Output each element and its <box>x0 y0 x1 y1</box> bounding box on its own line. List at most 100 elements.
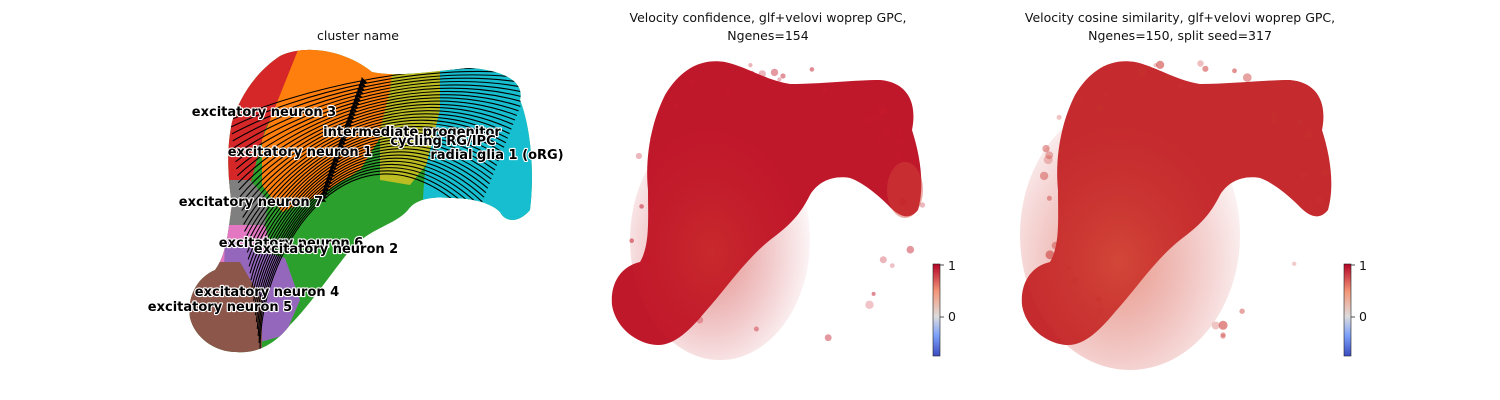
streamline <box>253 154 487 309</box>
cosine-edge-cells <box>1039 60 1329 339</box>
cell-point <box>1096 105 1104 112</box>
cell-point <box>1321 168 1329 177</box>
confidence-lighter-shading <box>630 120 810 360</box>
streamline-arrow <box>335 148 343 155</box>
streamline <box>256 164 481 330</box>
colorbar-confidence-gradient <box>932 263 941 357</box>
label-excitatory-neuron-5: excitatory neuron 5 <box>148 300 292 315</box>
cell-point <box>906 245 915 254</box>
colorbar-cosine-gradient <box>1343 263 1352 357</box>
cell-point <box>1300 170 1308 179</box>
streamline <box>253 151 489 302</box>
cell-point <box>1239 308 1245 314</box>
streamline-arrow <box>351 102 359 109</box>
label-excitatory-neuron-1: excitatory neuron 1 <box>228 145 372 160</box>
cell-point <box>871 291 876 296</box>
streamline-arrow <box>359 80 367 87</box>
cell-point <box>824 334 832 342</box>
streamline <box>230 70 532 128</box>
streamline <box>235 87 525 163</box>
cell-point <box>1056 114 1062 120</box>
cell-point <box>1232 68 1237 74</box>
streamline-arrow <box>341 130 349 137</box>
streamline-arrow <box>360 77 368 83</box>
streamline <box>234 84 527 156</box>
streamline-arrow <box>345 120 353 127</box>
streamline <box>239 103 516 198</box>
streamline-arrow <box>334 152 342 159</box>
panel-cosine-similarity-title-line1: Velocity cosine similarity, glf+velovi w… <box>1025 10 1335 25</box>
label-excitatory-neuron-7: excitatory neuron 7 <box>179 195 323 210</box>
cell-point <box>748 63 753 68</box>
cell-point <box>1046 195 1052 201</box>
cell-point <box>770 68 779 77</box>
cell-point <box>879 256 887 264</box>
streamline-arrow <box>319 195 327 202</box>
cell-point <box>1061 268 1066 273</box>
cell-point <box>1045 151 1054 160</box>
streamline-arrow <box>323 184 331 191</box>
streamline-arrow <box>329 166 337 173</box>
cell-point <box>1243 73 1252 82</box>
streamline <box>244 119 507 232</box>
cell-point <box>1066 265 1072 271</box>
streamline <box>257 167 480 337</box>
confidence-lighter-shading-right <box>887 162 923 218</box>
streamline-arrow <box>356 87 364 94</box>
label-excitatory-neuron-4: excitatory neuron 4 <box>195 285 339 300</box>
cell-point <box>899 137 905 142</box>
cell-point <box>1156 60 1165 69</box>
streamline-arrow <box>350 105 358 112</box>
streamline-arrow <box>346 116 354 123</box>
cell-point <box>869 115 875 121</box>
streamline-arrow <box>349 109 357 116</box>
streamline <box>251 145 492 288</box>
cell-point <box>1270 117 1277 123</box>
cell-point <box>1095 296 1102 303</box>
cell-point <box>635 152 643 160</box>
panel-cluster-title: cluster name <box>317 28 399 43</box>
streamline-arrow <box>321 188 329 195</box>
cell-point <box>1039 171 1049 181</box>
cell-point <box>1315 196 1323 204</box>
cell-point <box>896 127 903 134</box>
cell-point <box>809 67 815 72</box>
streamline-arrow <box>336 145 344 152</box>
cell-point <box>1067 281 1072 286</box>
cell-point <box>1074 96 1083 106</box>
colorbar-confidence-label-1: 1 <box>948 258 956 273</box>
label-excitatory-neuron-2: excitatory neuron 2 <box>254 242 398 257</box>
colorbar-confidence-label-0: 0 <box>948 309 956 324</box>
cell-point <box>1045 250 1055 260</box>
cell-point <box>895 138 904 146</box>
cell-point <box>1305 131 1313 139</box>
label-radial-glia-1: radial glia 1 (oRG) <box>430 148 563 163</box>
streamline-arrow <box>326 174 334 181</box>
panel-velocity-confidence-title-line2: Ngenes=154 <box>727 28 808 43</box>
cell-point <box>724 87 733 95</box>
streamline <box>236 90 523 170</box>
cell-point <box>1292 261 1297 266</box>
cell-point <box>777 77 782 82</box>
cell-point <box>875 136 882 143</box>
cell-point <box>672 103 680 110</box>
cell-point <box>643 255 653 265</box>
cell-point <box>1071 277 1079 285</box>
panel-cosine-similarity: Velocity cosine similarity, glf+velovi w… <box>1020 10 1367 370</box>
streamline <box>252 148 490 295</box>
cell-point <box>919 202 926 208</box>
cell-point <box>1220 332 1226 338</box>
streamline <box>258 170 478 344</box>
streamline-arrow <box>339 138 347 145</box>
cell-point <box>748 70 755 77</box>
streamline-arrow <box>355 91 363 98</box>
streamline <box>240 107 514 204</box>
cell-point <box>1270 111 1279 120</box>
confidence-edge-cells <box>629 63 926 342</box>
cosine-lighter-shading <box>1020 100 1240 370</box>
label-cycling-rg-ipc: cycling RG/IPC <box>390 134 495 149</box>
panel-cosine-similarity-title-line2: Ngenes=150, split seed=317 <box>1088 28 1272 43</box>
streamline <box>246 129 501 253</box>
colorbar-cosine-label-0: 0 <box>1359 309 1367 324</box>
